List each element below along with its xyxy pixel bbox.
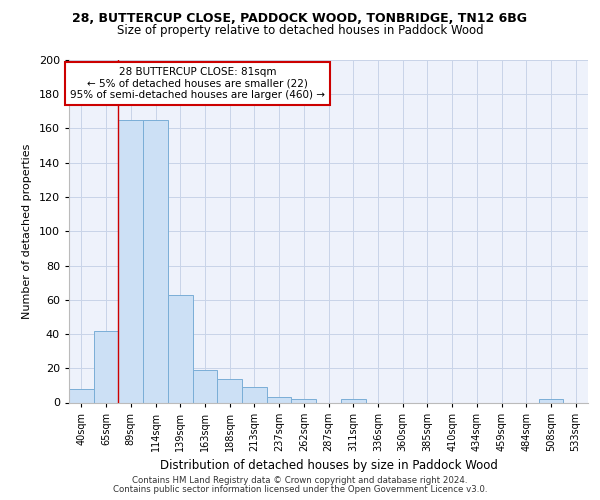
- Text: Contains public sector information licensed under the Open Government Licence v3: Contains public sector information licen…: [113, 485, 487, 494]
- Bar: [94, 330, 118, 402]
- Bar: [118, 120, 143, 403]
- Bar: [217, 378, 242, 402]
- Bar: [143, 120, 168, 403]
- Bar: [292, 399, 316, 402]
- Text: 28, BUTTERCUP CLOSE, PADDOCK WOOD, TONBRIDGE, TN12 6BG: 28, BUTTERCUP CLOSE, PADDOCK WOOD, TONBR…: [73, 12, 527, 26]
- Bar: [193, 370, 217, 402]
- Text: Contains HM Land Registry data © Crown copyright and database right 2024.: Contains HM Land Registry data © Crown c…: [132, 476, 468, 485]
- Text: Size of property relative to detached houses in Paddock Wood: Size of property relative to detached ho…: [116, 24, 484, 37]
- Bar: [69, 389, 94, 402]
- Bar: [539, 399, 563, 402]
- Bar: [168, 294, 193, 403]
- Bar: [267, 398, 292, 402]
- X-axis label: Distribution of detached houses by size in Paddock Wood: Distribution of detached houses by size …: [160, 459, 497, 472]
- Bar: [242, 387, 267, 402]
- Bar: [341, 399, 365, 402]
- Text: 28 BUTTERCUP CLOSE: 81sqm
← 5% of detached houses are smaller (22)
95% of semi-d: 28 BUTTERCUP CLOSE: 81sqm ← 5% of detach…: [70, 67, 325, 100]
- Y-axis label: Number of detached properties: Number of detached properties: [22, 144, 32, 319]
